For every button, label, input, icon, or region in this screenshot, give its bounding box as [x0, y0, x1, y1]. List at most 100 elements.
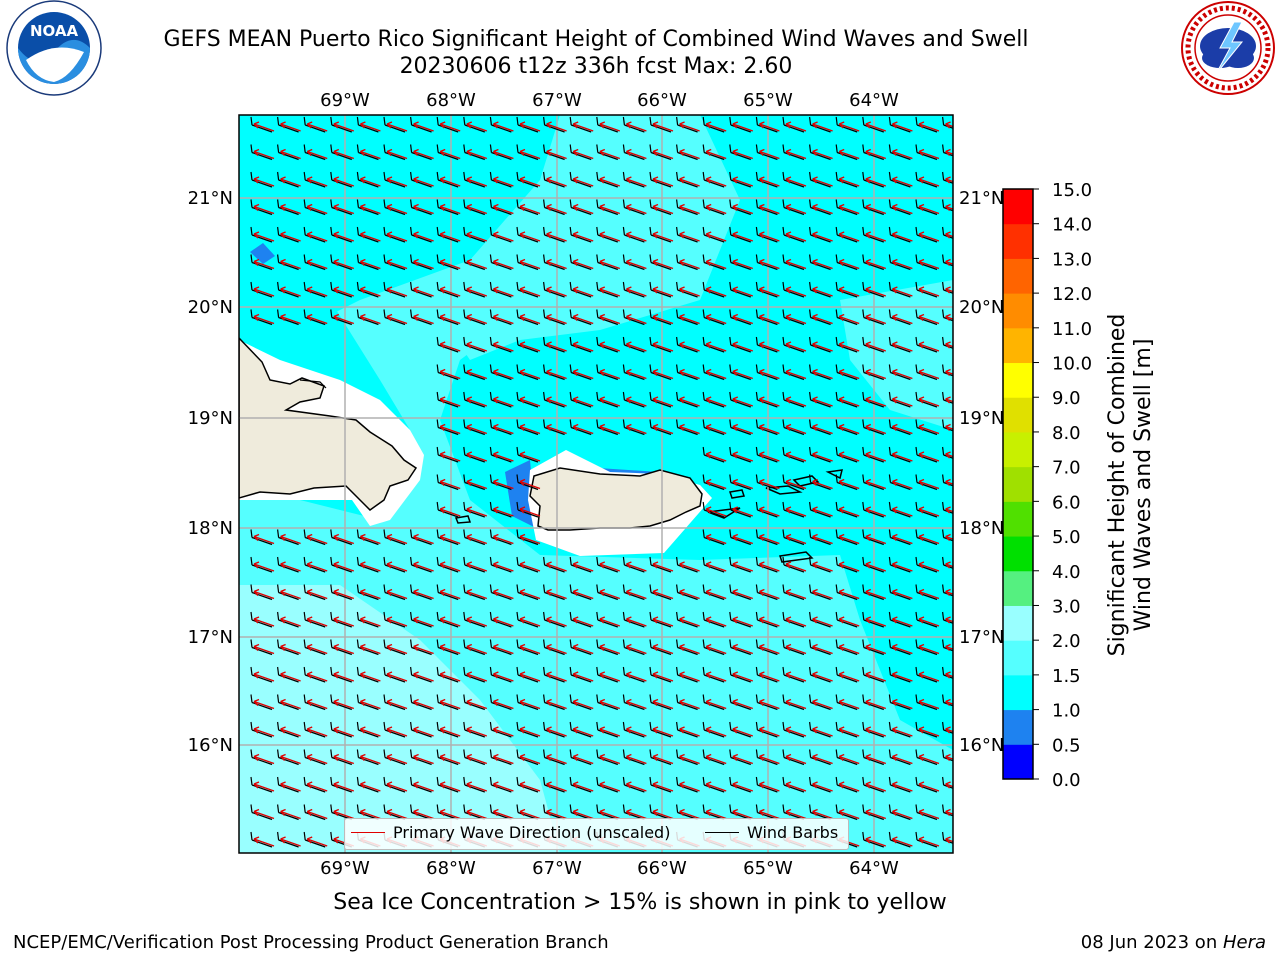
wave-direction-arrow: [865, 506, 887, 517]
wave-direction-arrow: [652, 561, 674, 572]
wave-direction-arrow: [865, 588, 887, 600]
wave-direction-arrow: [785, 781, 807, 792]
wave-direction-arrow: [253, 698, 275, 710]
wave-direction-arrow: [838, 671, 860, 682]
wave-direction-arrow: [253, 643, 275, 655]
wave-direction-arrow: [838, 203, 860, 215]
wave-direction-arrow: [679, 726, 700, 737]
wave-direction-arrow: [918, 478, 940, 490]
wave-direction-arrow: [625, 313, 647, 325]
noaa-logo-icon: NOAA: [6, 0, 102, 96]
wave-direction-arrow: [758, 286, 780, 297]
wave-direction-arrow: [918, 286, 940, 297]
wave-direction-arrow: [838, 341, 860, 352]
wave-direction-arrow: [865, 671, 887, 682]
wave-direction-arrow: [918, 781, 940, 792]
wave-direction-arrow: [625, 643, 647, 655]
wave-direction-arrow: [838, 396, 860, 407]
wave-direction-arrow: [758, 368, 780, 380]
wave-direction-arrow: [891, 781, 913, 792]
wave-direction-arrow: [519, 203, 541, 215]
wave-direction-arrow: [652, 368, 674, 380]
wave-direction-arrow: [306, 836, 328, 847]
wave-direction-arrow: [812, 313, 833, 325]
wave-direction-arrow: [705, 533, 727, 545]
wave-direction-arrow: [599, 671, 621, 682]
shallow-patch-mona: [505, 460, 536, 528]
wave-direction-arrow: [359, 698, 381, 710]
wave-direction-arrow: [652, 726, 674, 737]
wave-direction-arrow: [785, 533, 807, 545]
wave-direction-arrow: [812, 451, 833, 462]
wave-direction-arrow: [599, 341, 621, 352]
wave-direction-arrow: [306, 781, 328, 792]
wave-direction-arrow: [838, 616, 860, 627]
wave-direction-arrow: [758, 231, 780, 242]
wave-direction-arrow: [732, 808, 754, 820]
wave-direction-arrow: [625, 781, 647, 792]
wave-direction-arrow: [679, 121, 700, 132]
wave-direction-arrow: [891, 753, 913, 765]
wave-direction-arrow: [945, 726, 953, 734]
wave-direction-arrow: [758, 341, 780, 352]
colorbar-block: [1003, 327, 1033, 364]
wave-direction-arrow: [785, 231, 807, 242]
wave-direction-arrow: [280, 231, 301, 242]
wave-direction-arrow: [599, 588, 621, 600]
wave-direction-arrow: [413, 148, 434, 160]
wave-direction-arrow: [812, 368, 833, 380]
wave-direction-arrow: [625, 231, 647, 242]
lat-tick: 21°N: [959, 188, 1004, 209]
wave-direction-arrow: [625, 176, 647, 187]
colorbar-block: [1003, 640, 1033, 676]
wave-direction-arrow: [572, 698, 594, 710]
wave-direction-arrow: [333, 203, 355, 215]
colorbar-blocks: [1003, 189, 1033, 780]
wave-direction-arrow: [732, 781, 754, 792]
wave-direction-arrow: [705, 148, 727, 160]
wave-direction-arrow: [280, 313, 301, 325]
colorbar-tick-label: 1.0: [1052, 701, 1081, 722]
wave-direction-arrow: [945, 506, 953, 514]
wave-direction-arrow: [838, 423, 860, 435]
wave-direction-arrow: [253, 121, 275, 132]
wave-direction-arrow: [333, 808, 355, 820]
wave-direction-arrow: [652, 643, 674, 655]
wave-direction-arrow: [918, 671, 940, 682]
wave-direction-arrow: [838, 231, 860, 242]
wave-direction-arrow: [413, 808, 434, 820]
colorbar-tick-label: 4.0: [1052, 562, 1081, 583]
wave-direction-arrow: [812, 396, 833, 407]
wave-direction-arrow: [679, 808, 700, 820]
wave-direction-arrow: [413, 616, 434, 627]
wave-direction-arrow: [439, 616, 461, 627]
wave-direction-arrow: [386, 698, 408, 710]
wave-direction-arrow: [519, 396, 541, 407]
wave-direction-arrow: [679, 313, 700, 325]
wave-direction-arrow: [625, 753, 647, 765]
wave-direction-arrow: [519, 561, 541, 572]
wave-direction-arrow: [333, 671, 355, 682]
wave-direction-arrow: [945, 341, 953, 349]
wave-direction-arrow: [306, 148, 328, 160]
wave-direction-arrow: [306, 313, 328, 325]
wave-direction-arrow: [838, 726, 860, 737]
wave-direction-arrow: [492, 478, 514, 490]
colorbar-block: [1003, 466, 1033, 502]
wave-direction-arrow: [413, 561, 434, 572]
wave-direction-arrow: [599, 176, 621, 187]
wave-direction-arrow: [918, 203, 940, 215]
wave-direction-arrow: [758, 478, 780, 490]
wave-direction-arrow: [705, 616, 727, 627]
wave-direction-arrow: [945, 671, 953, 679]
wave-direction-arrow: [785, 753, 807, 765]
lat-ticks-left: 21°N 20°N 19°N 18°N 17°N 16°N: [188, 188, 233, 756]
wave-direction-arrow: [945, 643, 953, 651]
wave-direction-arrow: [891, 451, 913, 462]
wave-direction-arrow: [492, 341, 514, 352]
wave-direction-arrow: [625, 561, 647, 572]
wave-direction-arrow: [413, 258, 434, 270]
wave-direction-arrow: [812, 148, 833, 160]
wave-direction-arrow: [280, 148, 301, 160]
colorbar-block: [1003, 431, 1033, 468]
